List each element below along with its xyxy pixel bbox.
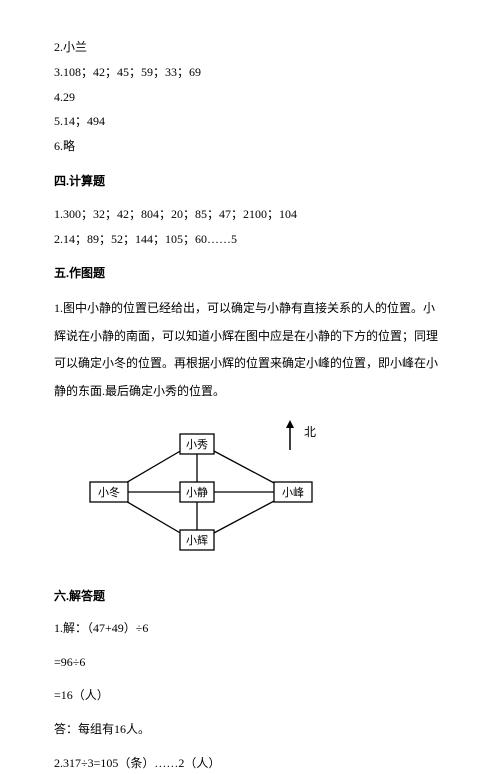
calc-line-2: 2.14；89；52；144；105；60……5	[54, 228, 446, 251]
svg-text:小峰: 小峰	[282, 486, 304, 499]
answer-item-5: 5.14；494	[54, 110, 446, 133]
answer-item-3: 3.108；42；45；59；33；69	[54, 61, 446, 84]
answer-item-2: 2.小兰	[54, 36, 446, 59]
node-left: 小冬	[90, 482, 128, 502]
answer-item-6: 6.略	[54, 135, 446, 158]
position-diagram: 北 小秀 小辉 小冬 小峰 小静	[82, 414, 446, 572]
section-6-heading: 六.解答题	[54, 585, 446, 608]
solution-line-4: 答：每组有16人。	[54, 719, 446, 741]
node-bottom: 小辉	[180, 530, 214, 550]
node-right: 小峰	[274, 482, 312, 502]
solution-line-1: 1.解：（47+49）÷6	[54, 618, 446, 640]
north-label: 北	[304, 425, 316, 439]
solution-line-2: =96÷6	[54, 652, 446, 674]
svg-text:小秀: 小秀	[186, 438, 208, 451]
svg-text:小辉: 小辉	[186, 534, 208, 547]
svg-text:小冬: 小冬	[98, 485, 120, 499]
drawing-problem-paragraph: 1.图中小静的位置已经给出，可以确定与小静有直接关系的人的位置。小辉说在小静的南…	[54, 295, 446, 405]
solution-line-3: =16（人）	[54, 685, 446, 707]
svg-text:小静: 小静	[186, 485, 208, 499]
solution-line-5: 2.317÷3=105（条）……2（人）	[54, 753, 446, 774]
section-4-heading: 四.计算题	[54, 170, 446, 193]
node-center: 小静	[180, 482, 214, 502]
answer-item-4: 4.29	[54, 86, 446, 109]
node-top: 小秀	[180, 434, 214, 454]
calc-line-1: 1.300；32；42；804；20；85；47；2100；104	[54, 203, 446, 226]
section-5-heading: 五.作图题	[54, 262, 446, 285]
